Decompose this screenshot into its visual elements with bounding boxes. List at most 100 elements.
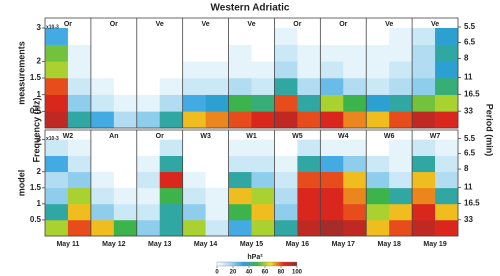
heat-cell [366,28,390,45]
heat-cell [228,203,252,221]
heat-cell [274,139,298,156]
heat-cell [228,155,252,173]
panel-label: An [109,133,118,140]
panel-label: Or [110,21,118,28]
heat-cell [435,111,459,129]
heat-cell [366,203,390,221]
panel-label: Ve [431,21,439,28]
heat-cell [45,44,69,62]
heat-cell [320,187,344,205]
heat-cell [274,78,298,95]
heat-cell [67,203,92,221]
heat-cell [343,171,367,189]
heat-cell [251,111,275,129]
heat-cell [297,78,321,95]
heat-cell [435,155,459,173]
heat-cell [366,171,390,189]
heat-cell [205,203,229,221]
y2-tick-label: 5.5 [464,134,476,143]
panel-label: Or [64,21,72,28]
heat-cell [412,61,436,79]
y-tick-label: 1 [37,199,42,208]
heat-cell [251,219,275,237]
heat-cell [113,28,138,45]
y-tick-label: 2 [37,167,42,176]
heat-cell [435,28,459,45]
heat-cell [205,187,229,205]
panel-label: Ve [385,21,393,28]
colorbar-tick-label: 80 [278,270,285,276]
panel-label: Or [293,21,301,28]
heat-cell [182,61,206,79]
heat-cell [389,28,413,45]
heat-cell [205,111,229,129]
heat-cell [182,78,206,95]
heat-cell [320,171,344,189]
heat-cell [67,44,92,62]
colorbar-tick-label: 0 [215,270,219,276]
heat-cell [136,219,161,237]
panel-label: W2 [63,133,74,140]
y-tick-label: 0.5 [30,215,42,224]
heat-cell [45,78,69,95]
heat-cell [182,155,206,173]
heat-cell [251,61,275,79]
heat-cell [45,155,69,173]
y2-tick-label: 8 [464,164,469,173]
x-tick-label: May 14 [194,241,217,248]
panel-label: W1 [246,133,257,140]
heat-cell [274,203,298,221]
heat-cell [182,94,206,112]
heat-cell [90,155,115,173]
heat-cell [182,44,206,62]
colorbar-tick-label: 100 [292,270,303,276]
heat-cell [90,61,115,79]
heat-cell [205,44,229,62]
heat-cell [90,203,115,221]
heat-cell [159,155,183,173]
heat-cell [136,61,161,79]
heat-cell [113,61,138,79]
heat-cell [412,203,436,221]
heat-cell [274,219,298,237]
heat-cell [182,187,206,205]
colorbar [216,261,298,267]
y-exponent: x10-3 [46,136,59,142]
heat-cell [136,171,161,189]
heat-cell [435,61,459,79]
heat-cell [182,171,206,189]
heat-cell [67,61,92,79]
heat-cell [45,171,69,189]
heat-cell [45,139,69,156]
heat-cell [274,155,298,173]
heat-cell [90,111,115,129]
heat-cell [228,28,252,45]
panel-label: Or [339,21,347,28]
heat-cell [251,203,275,221]
y2-tick-label: 33 [464,215,473,224]
y-tick-label: 0.5 [30,106,42,115]
panel-label: Ve [156,21,164,28]
heat-cell [251,78,275,95]
panel-label: Ve [247,21,255,28]
panel-label: W6 [384,133,395,140]
row-label: measurements [16,41,26,105]
heat-cell [343,187,367,205]
x-tick-label: May 15 [240,241,263,248]
heat-cell [159,111,183,129]
heat-cell [297,28,321,45]
y2-tick-label: 33 [464,106,473,115]
heat-cell [136,44,161,62]
x-tick-label: May 17 [332,241,355,248]
panel-label: Or [156,133,164,140]
heat-cell [90,219,115,237]
panel-label: W3 [200,133,211,140]
panel-label: Ve [202,21,210,28]
heat-cell [45,61,69,79]
heat-cell [159,28,183,45]
heat-cell [412,94,436,112]
row-label: model [16,170,26,197]
y-tick-label: 1 [37,90,42,99]
heat-cell [435,203,459,221]
heat-cell [136,78,161,95]
